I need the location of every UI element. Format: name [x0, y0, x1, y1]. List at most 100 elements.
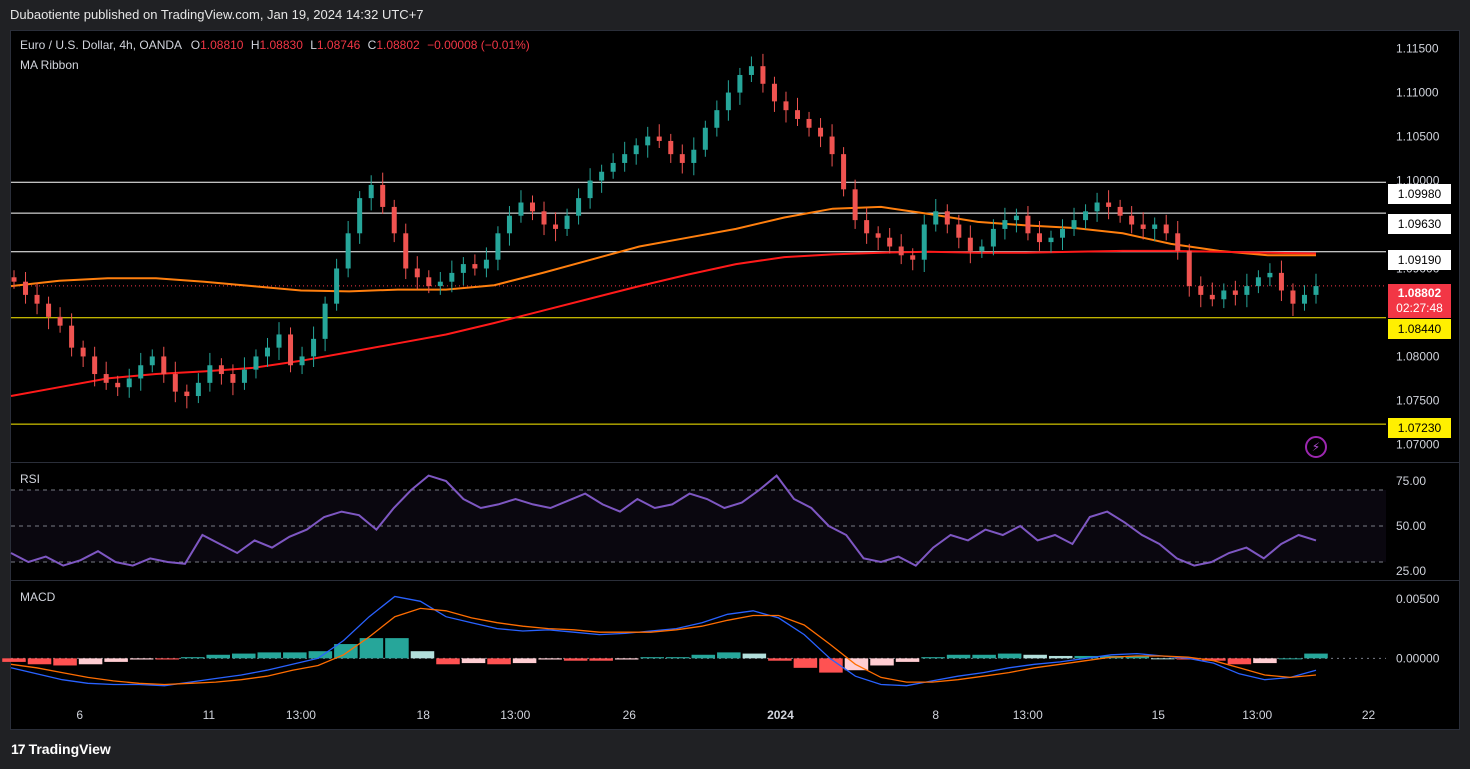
macd-histogram-bar: [717, 652, 741, 659]
level-tag-5: 1.07230: [1388, 418, 1451, 438]
candle-body: [57, 316, 63, 326]
price-tick-label: 1.10500: [1396, 130, 1440, 144]
time-tick-label: 26: [623, 708, 637, 722]
candle-body: [921, 224, 927, 260]
candle-body: [11, 277, 17, 282]
rsi-pane: [10, 474, 1386, 567]
candle-body: [818, 127, 824, 137]
candle-body: [702, 127, 708, 150]
candle-body: [241, 369, 247, 383]
candle-body: [887, 237, 893, 247]
macd-histogram-bar: [666, 657, 690, 659]
macd-histogram-bar: [768, 658, 792, 661]
candle-body: [218, 365, 224, 375]
macd-histogram-bar: [1074, 655, 1098, 659]
candle-body: [771, 83, 777, 102]
change-value: −0.00008 (−0.01%): [427, 38, 530, 52]
rsi-tick-label: 50.00: [1396, 519, 1426, 533]
candle-body: [184, 391, 190, 397]
candle-body: [622, 154, 628, 163]
time-tick-label: 13:00: [500, 708, 530, 722]
candle-body: [322, 303, 328, 339]
candle-body: [852, 189, 858, 221]
candle-body: [841, 154, 847, 190]
macd-histogram-bar: [1278, 658, 1303, 660]
level-tag-1: 1.09980: [1388, 184, 1451, 204]
candle-body: [195, 382, 201, 397]
macd-tick-label: 0.00500: [1396, 592, 1440, 606]
rsi-tick-label: 25.00: [1396, 564, 1426, 578]
macd-histogram-bar: [1227, 658, 1252, 665]
macd-histogram-bar: [257, 652, 282, 659]
macd-label[interactable]: MACD: [20, 590, 56, 604]
macd-line: [10, 595, 1317, 687]
candle-body: [783, 101, 789, 111]
candle-body: [414, 268, 420, 278]
candle-body: [1036, 233, 1042, 243]
macd-histogram-bar: [640, 657, 664, 659]
candle-body: [529, 202, 535, 212]
candle-body: [299, 356, 305, 366]
price-tick-label: 1.07500: [1396, 393, 1440, 407]
candle-body: [518, 202, 524, 216]
candle-body: [1175, 233, 1181, 251]
footer: [0, 736, 1470, 769]
symbol-name: Euro / U.S. Dollar, 4h, OANDA: [20, 38, 182, 52]
rsi-label[interactable]: RSI: [20, 472, 41, 486]
candle-body: [253, 356, 259, 370]
candle-body: [506, 215, 512, 234]
candle-body: [138, 365, 144, 379]
open-label: O: [190, 38, 201, 52]
candle-body: [1152, 224, 1158, 229]
candle-body: [576, 198, 582, 216]
candle-body: [1163, 224, 1169, 234]
candle-body: [161, 356, 167, 375]
candle-body: [380, 184, 386, 207]
price-tick-label: 1.07000: [1396, 437, 1440, 451]
candle-body: [679, 154, 685, 163]
candle-body: [564, 215, 570, 229]
candle-body: [1094, 202, 1100, 212]
macd-histogram-bar: [129, 658, 154, 660]
candle-body: [829, 136, 835, 155]
macd-histogram-bar: [359, 638, 384, 659]
candle-body: [403, 233, 409, 269]
macd-histogram-bar: [972, 654, 996, 659]
candle-body: [748, 66, 754, 75]
candle-body: [610, 162, 616, 172]
tradingview-logo[interactable]: 17 TradingView: [11, 739, 111, 759]
candle-body: [92, 356, 98, 375]
macd-histogram-bar: [308, 651, 333, 659]
macd-histogram-bar: [155, 658, 179, 660]
lightning-icon[interactable]: ⚡: [1305, 436, 1327, 458]
candle-body: [126, 378, 132, 388]
candle-body: [737, 74, 743, 93]
candle-body: [864, 220, 870, 234]
macd-histogram-bar: [691, 654, 716, 659]
macd-histogram-bar: [614, 658, 639, 660]
macd-histogram-bar: [1151, 658, 1175, 660]
macd-histogram-bar: [436, 658, 460, 665]
candle-body: [449, 272, 455, 282]
macd-histogram-bar: [563, 658, 588, 661]
candle-body: [1106, 202, 1112, 207]
price-pane: [10, 53, 1386, 425]
macd-histogram-bar: [946, 654, 971, 659]
rsi-tick-label: 75.00: [1396, 474, 1426, 488]
price-tick-label: 1.11500: [1396, 42, 1439, 56]
time-tick-label: 18: [417, 708, 431, 722]
indicator-legend[interactable]: MA Ribbon: [20, 58, 79, 72]
candle-body: [910, 255, 916, 260]
candle-body: [46, 303, 52, 317]
symbol-legend: Euro / U.S. Dollar, 4h, OANDA O1.08810 H…: [20, 38, 530, 52]
macd-histogram-bar: [385, 638, 409, 659]
signal-line: [10, 607, 1317, 686]
candle-body: [760, 66, 766, 84]
candle-body: [1301, 294, 1307, 304]
candle-body: [633, 145, 639, 155]
time-tick-label: 2024: [767, 708, 794, 722]
candle-body: [472, 264, 478, 269]
macd-histogram-bar: [78, 658, 103, 665]
high-label: H: [250, 38, 260, 52]
